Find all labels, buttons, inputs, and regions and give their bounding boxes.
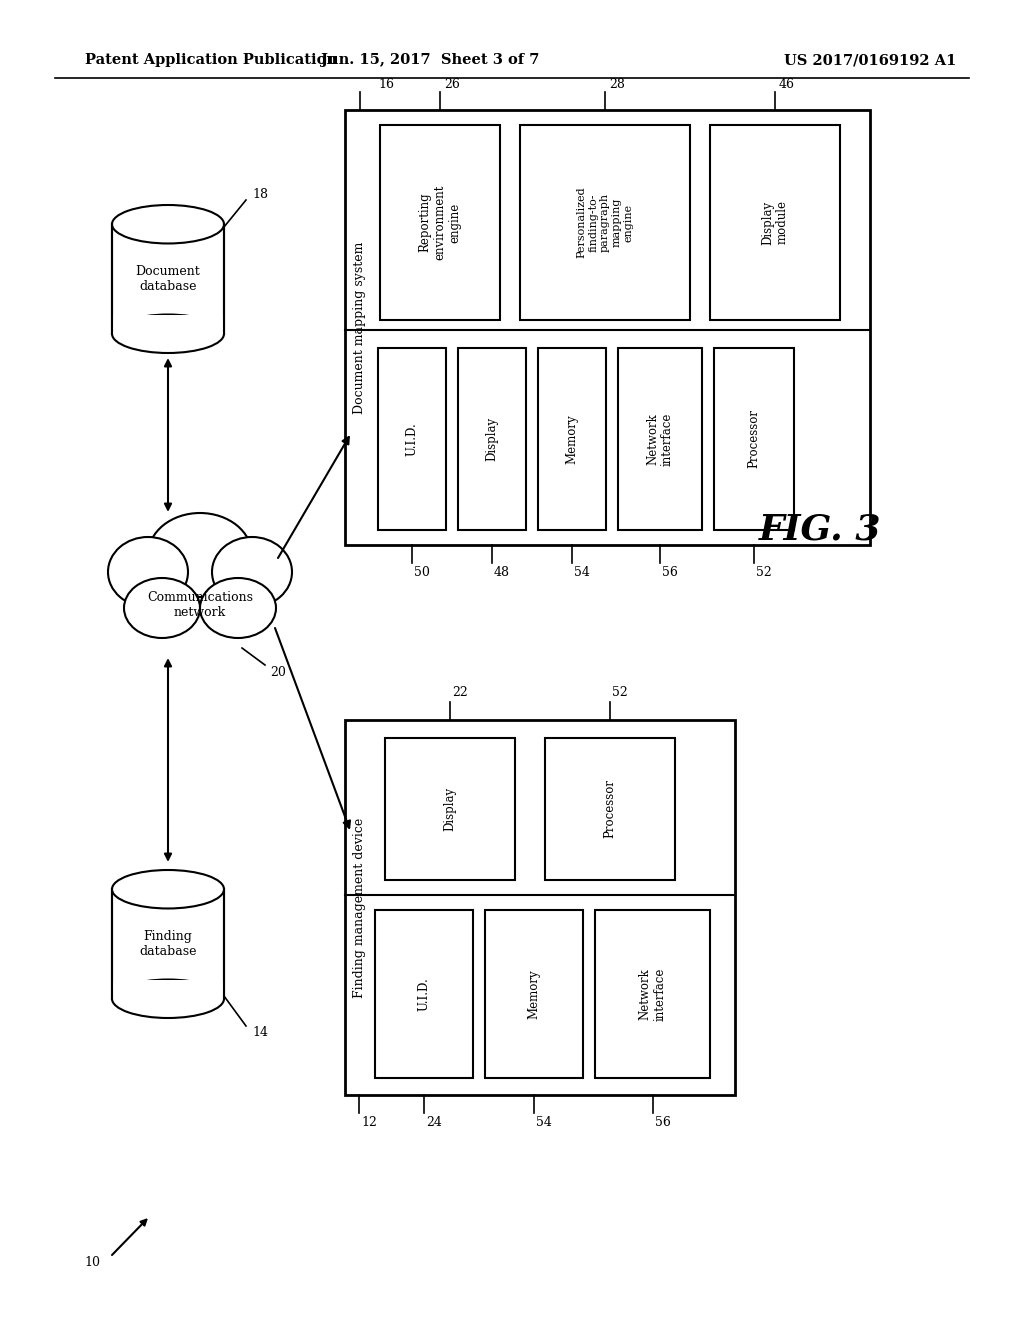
Ellipse shape	[200, 578, 276, 638]
Ellipse shape	[112, 979, 224, 1018]
Ellipse shape	[148, 513, 252, 597]
Text: 20: 20	[270, 665, 286, 678]
Text: 22: 22	[452, 686, 468, 700]
Text: 12: 12	[361, 1117, 377, 1130]
Text: Finding
database: Finding database	[139, 931, 197, 958]
Bar	[538, 348, 606, 531]
Bar	[710, 125, 840, 319]
Text: Processor: Processor	[748, 409, 761, 469]
Text: Reporting
environment
engine: Reporting environment engine	[419, 185, 462, 260]
Text: Memory: Memory	[527, 969, 541, 1019]
Text: Personalized
finding-to-
paragraph
mapping
engine: Personalized finding-to- paragraph mappi…	[577, 186, 633, 259]
Text: 46: 46	[779, 78, 795, 91]
Text: 18: 18	[252, 189, 268, 202]
Text: 28: 28	[609, 78, 625, 91]
Text: 50: 50	[414, 566, 430, 579]
Text: Finding management device: Finding management device	[352, 817, 366, 998]
Text: Memory: Memory	[565, 414, 579, 463]
Text: Display: Display	[443, 787, 457, 832]
Text: Patent Application Publication: Patent Application Publication	[85, 53, 337, 67]
Text: Jun. 15, 2017  Sheet 3 of 7: Jun. 15, 2017 Sheet 3 of 7	[321, 53, 540, 67]
Bar	[458, 348, 526, 531]
Text: 14: 14	[252, 1027, 268, 1040]
Ellipse shape	[112, 314, 224, 352]
Text: U.I.D.: U.I.D.	[418, 977, 430, 1011]
Text: 54: 54	[574, 566, 590, 579]
Text: 56: 56	[662, 566, 678, 579]
Text: Communications
network: Communications network	[147, 591, 253, 619]
Ellipse shape	[212, 537, 292, 607]
Text: U.I.D.: U.I.D.	[406, 422, 419, 455]
Text: US 2017/0169192 A1: US 2017/0169192 A1	[783, 53, 956, 67]
Text: 24: 24	[426, 1117, 442, 1130]
Bar	[385, 738, 515, 880]
Ellipse shape	[108, 537, 188, 607]
Ellipse shape	[112, 205, 224, 243]
Text: Network
interface: Network interface	[646, 412, 674, 466]
Text: FIG. 3: FIG. 3	[759, 513, 882, 546]
Text: 26: 26	[444, 78, 460, 91]
Bar	[378, 348, 446, 531]
Text: 48: 48	[494, 566, 510, 579]
Text: 10: 10	[84, 1257, 100, 1270]
Text: 56: 56	[654, 1117, 671, 1130]
Bar	[111, 314, 225, 334]
Bar	[714, 348, 794, 531]
Text: 16: 16	[378, 78, 394, 91]
Text: Document
database: Document database	[135, 265, 201, 293]
Text: Processor: Processor	[603, 780, 616, 838]
Bar	[618, 348, 702, 531]
Bar	[520, 125, 690, 319]
Ellipse shape	[124, 578, 200, 638]
Bar	[345, 719, 735, 1096]
Text: 52: 52	[612, 686, 628, 700]
Text: Display: Display	[485, 417, 499, 461]
Bar	[111, 979, 225, 999]
Text: Network
interface: Network interface	[639, 968, 667, 1020]
Bar	[595, 909, 710, 1078]
Text: 52: 52	[756, 566, 772, 579]
Bar	[485, 909, 583, 1078]
Bar	[380, 125, 500, 319]
Bar	[375, 909, 473, 1078]
Ellipse shape	[112, 870, 224, 908]
Text: Document mapping system: Document mapping system	[352, 242, 366, 413]
Bar	[345, 110, 870, 545]
Text: Display
module: Display module	[761, 201, 790, 244]
Bar	[545, 738, 675, 880]
Text: 54: 54	[536, 1117, 552, 1130]
